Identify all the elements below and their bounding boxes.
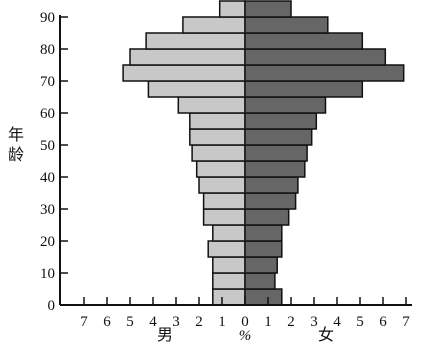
- x-tick-label: 2: [287, 314, 295, 330]
- x-tick-label: 7: [402, 314, 410, 330]
- male-bars: [122, 0, 246, 306]
- x-tick-label: 1: [264, 314, 272, 330]
- female-bar: [244, 80, 364, 98]
- x-tick-label: 5: [356, 314, 364, 330]
- male-bar: [182, 16, 246, 34]
- y-axis-title-char-2: 龄: [8, 145, 24, 164]
- male-bar: [202, 192, 246, 210]
- male-bar: [212, 272, 246, 290]
- male-bar: [129, 48, 246, 66]
- female-bar: [244, 176, 299, 194]
- y-tick-label: 50: [40, 138, 55, 154]
- y-axis-title-char-1: 年: [8, 125, 24, 144]
- female-bar: [244, 0, 292, 18]
- female-bars: [244, 0, 405, 306]
- male-bar: [122, 64, 246, 82]
- male-bar: [212, 256, 246, 274]
- y-tick-label: 20: [40, 234, 55, 250]
- x-tick-label: 2: [195, 314, 203, 330]
- female-bar: [244, 96, 327, 114]
- male-bar: [189, 112, 246, 130]
- percent-unit-label: %: [239, 328, 252, 344]
- female-bar: [244, 32, 364, 50]
- female-bar: [244, 208, 290, 226]
- female-bar: [244, 192, 297, 210]
- y-tick-label: 10: [40, 266, 55, 282]
- y-tick-label: 90: [40, 10, 55, 26]
- male-bar: [207, 240, 246, 258]
- male-bar: [198, 176, 246, 194]
- male-bar: [191, 144, 246, 162]
- female-bar: [244, 272, 276, 290]
- female-label: 女: [318, 325, 334, 344]
- male-label: 男: [157, 325, 173, 344]
- male-bar: [212, 224, 246, 242]
- x-tick-label: 3: [172, 314, 180, 330]
- male-bar: [195, 160, 246, 178]
- x-tick-label: 4: [333, 314, 341, 330]
- female-bar: [244, 160, 306, 178]
- y-tick-label: 40: [40, 170, 55, 186]
- female-bar: [244, 240, 283, 258]
- x-tick-label: 7: [80, 314, 88, 330]
- x-tick-label: 6: [379, 314, 387, 330]
- female-bar: [244, 112, 318, 130]
- y-tick-label: 30: [40, 202, 55, 218]
- y-tick-label: 70: [40, 74, 55, 90]
- y-tick-label: 0: [48, 298, 56, 314]
- male-bar: [212, 288, 246, 306]
- x-tick-label: 4: [149, 314, 157, 330]
- x-tick-label: 3: [310, 314, 318, 330]
- y-tick-label: 60: [40, 106, 55, 122]
- female-bar: [244, 256, 278, 274]
- male-bar: [145, 32, 246, 50]
- male-bar: [147, 80, 246, 98]
- female-bar: [244, 48, 387, 66]
- female-bar: [244, 128, 313, 146]
- x-tick-label: 6: [103, 314, 111, 330]
- y-tick-label: 80: [40, 42, 55, 58]
- male-bar: [189, 128, 246, 146]
- female-bar: [244, 224, 283, 242]
- male-bar: [202, 208, 246, 226]
- x-tick-label: 5: [126, 314, 134, 330]
- axes: [59, 15, 412, 306]
- female-bar: [244, 288, 283, 306]
- female-bar: [244, 64, 405, 82]
- x-tick-label: 1: [218, 314, 226, 330]
- x-tick-label: 0: [241, 314, 249, 330]
- male-bar: [218, 0, 246, 18]
- female-bar: [244, 16, 329, 34]
- male-bar: [177, 96, 246, 114]
- female-bar: [244, 144, 308, 162]
